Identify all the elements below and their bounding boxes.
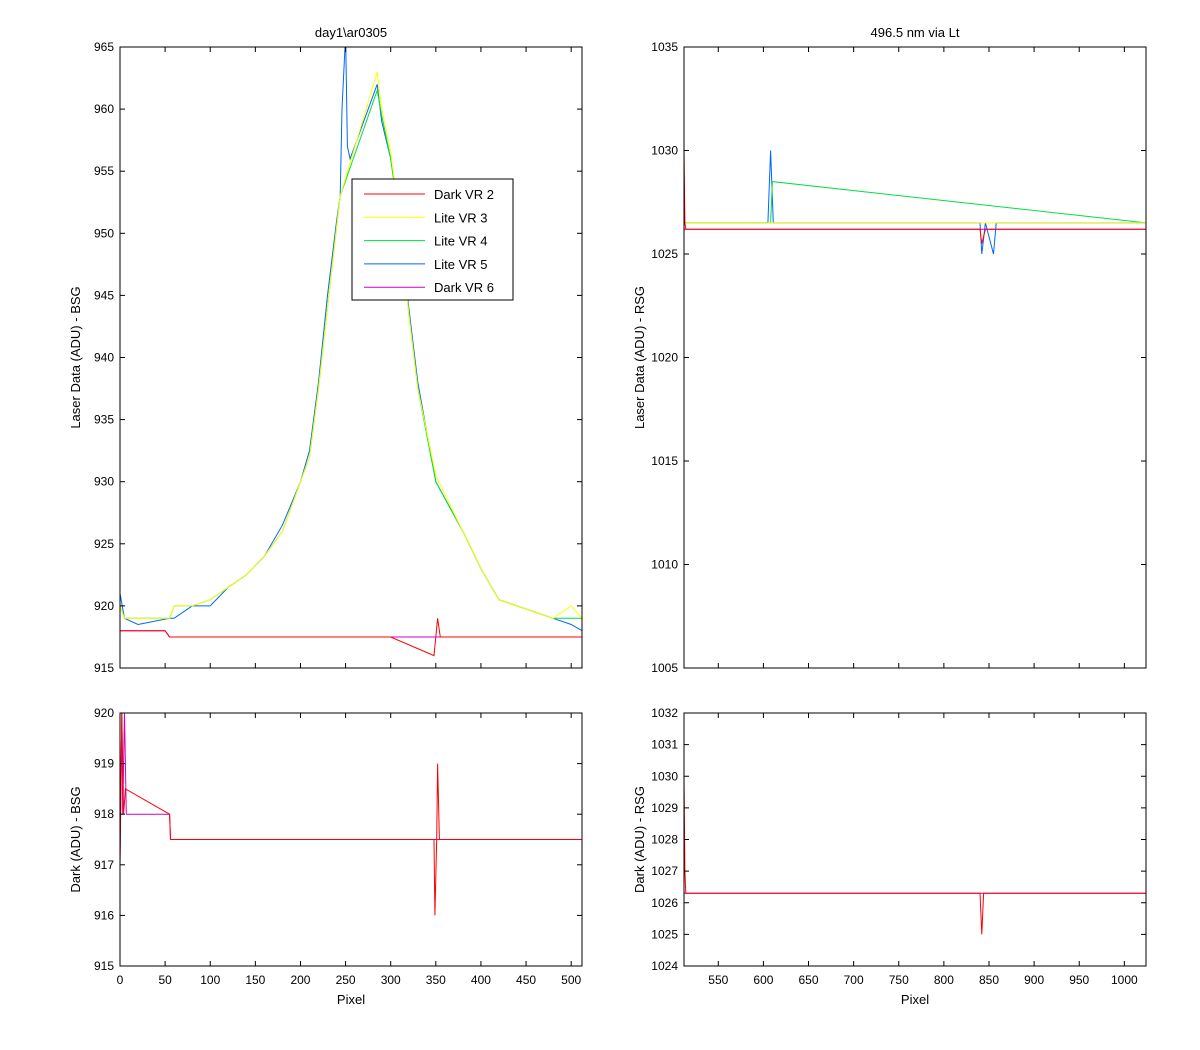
- y-tick-label: 1032: [651, 706, 678, 720]
- x-tick-label: 0: [117, 973, 124, 987]
- y-axis-label: Dark (ADU) - RSG: [632, 786, 647, 893]
- y-axis-label: Laser Data (ADU) - BSG: [68, 286, 83, 428]
- legend-label: Lite VR 3: [434, 210, 487, 225]
- chart-rsg-dark: 550 600 650 700 750 800 850 900 950 1000 1024 1025 1…: [632, 706, 1147, 1007]
- x-tick-label: 450: [516, 973, 536, 987]
- y-tick-label: 919: [94, 757, 114, 771]
- legend-label: Dark VR 2: [434, 187, 494, 202]
- legend-label: Lite VR 4: [434, 234, 487, 249]
- axes-box: [119, 712, 583, 967]
- y-tick-label: 1030: [651, 769, 678, 783]
- y-tick-label: 965: [94, 40, 114, 54]
- x-tick-label: 500: [561, 973, 581, 987]
- y-tick-label: 935: [94, 413, 114, 427]
- y-axis-label: Laser Data (ADU) - RSG: [632, 286, 647, 429]
- y-tick-label: 1025: [651, 247, 678, 261]
- chart-bsg-laser: 915 920 925 930 935 940 945 950 955 960 965 day1\ar…: [68, 25, 583, 675]
- x-tick-label: 950: [1069, 973, 1089, 987]
- y-tick-label: 945: [94, 288, 114, 302]
- y-tick-label: 920: [94, 706, 114, 720]
- x-tick-label: 300: [381, 973, 401, 987]
- y-tick-label: 1025: [651, 927, 678, 941]
- chart-bsg-dark: 0 50 100 150 200 250 300 350 400 450 500 915 916 917 9…: [68, 706, 583, 1007]
- y-tick-label: 1035: [651, 40, 678, 54]
- series-line-dark-vr-2: [120, 713, 582, 916]
- legend-box: [351, 178, 514, 301]
- y-tick-label: 1010: [651, 558, 678, 572]
- x-tick-label: 700: [844, 973, 864, 987]
- y-tick-label: 1027: [651, 864, 678, 878]
- y-tick-label: 920: [94, 599, 114, 613]
- x-tick-label: 250: [336, 973, 356, 987]
- x-tick-label: 1000: [1111, 973, 1138, 987]
- plot-area: [120, 713, 582, 916]
- y-tick-label: 1020: [651, 351, 678, 365]
- y-tick-label: 960: [94, 102, 114, 116]
- y-tick-label: 1030: [651, 144, 678, 158]
- y-tick-label: 930: [94, 475, 114, 489]
- series-line-dark-vr-2: [120, 618, 582, 657]
- y-axis-label: Dark (ADU) - BSG: [68, 786, 83, 892]
- chart-title: 496.5 nm via Lt: [871, 25, 960, 40]
- y-tick-label: 917: [94, 858, 114, 872]
- chart-rsg-laser: 1005 1010 1015 1020 1025 1030 1035 496.5 nm via…: [632, 25, 1147, 675]
- y-tick-label: 1015: [651, 454, 678, 468]
- legend-label: Dark VR 6: [434, 280, 494, 295]
- y-tick-label: 915: [94, 661, 114, 675]
- plot-area: [120, 47, 582, 657]
- x-axis-label: Pixel: [901, 992, 929, 1007]
- x-tick-label: 350: [426, 973, 446, 987]
- y-tick-label: 1005: [651, 661, 678, 675]
- y-tick-label: 918: [94, 807, 114, 821]
- y-tick-label: 1029: [651, 801, 678, 815]
- y-tick-label: 1028: [651, 833, 678, 847]
- plot-area: [684, 150, 1146, 255]
- x-tick-label: 850: [979, 973, 999, 987]
- legend: Dark VR 2 Lite VR 3 Lite VR 4 Lite VR 5 Dark…: [351, 178, 514, 301]
- y-tick-label: 1026: [651, 896, 678, 910]
- x-axis-label: Pixel: [337, 992, 365, 1007]
- x-tick-label: 200: [290, 973, 310, 987]
- y-tick-label: 1024: [651, 959, 678, 973]
- y-tick-label: 940: [94, 351, 114, 365]
- series-line-dark-vr-2: [684, 150, 1146, 244]
- x-tick-label: 800: [934, 973, 954, 987]
- series-line-lite-vr-3: [120, 71, 582, 619]
- x-tick-label: 900: [1024, 973, 1044, 987]
- y-tick-label: 1031: [651, 738, 678, 752]
- x-tick-label: 750: [889, 973, 909, 987]
- y-tick-label: 915: [94, 959, 114, 973]
- x-tick-label: 100: [200, 973, 220, 987]
- legend-label: Lite VR 5: [434, 257, 487, 272]
- chart-title: day1\ar0305: [315, 25, 387, 40]
- y-tick-label: 955: [94, 164, 114, 178]
- x-tick-label: 150: [245, 973, 265, 987]
- y-tick-label: 916: [94, 908, 114, 922]
- x-tick-label: 600: [753, 973, 773, 987]
- y-tick-label: 950: [94, 226, 114, 240]
- x-tick-label: 650: [799, 973, 819, 987]
- y-tick-label: 925: [94, 537, 114, 551]
- x-tick-label: 400: [471, 973, 491, 987]
- x-tick-label: 50: [158, 973, 172, 987]
- x-tick-label: 550: [708, 973, 728, 987]
